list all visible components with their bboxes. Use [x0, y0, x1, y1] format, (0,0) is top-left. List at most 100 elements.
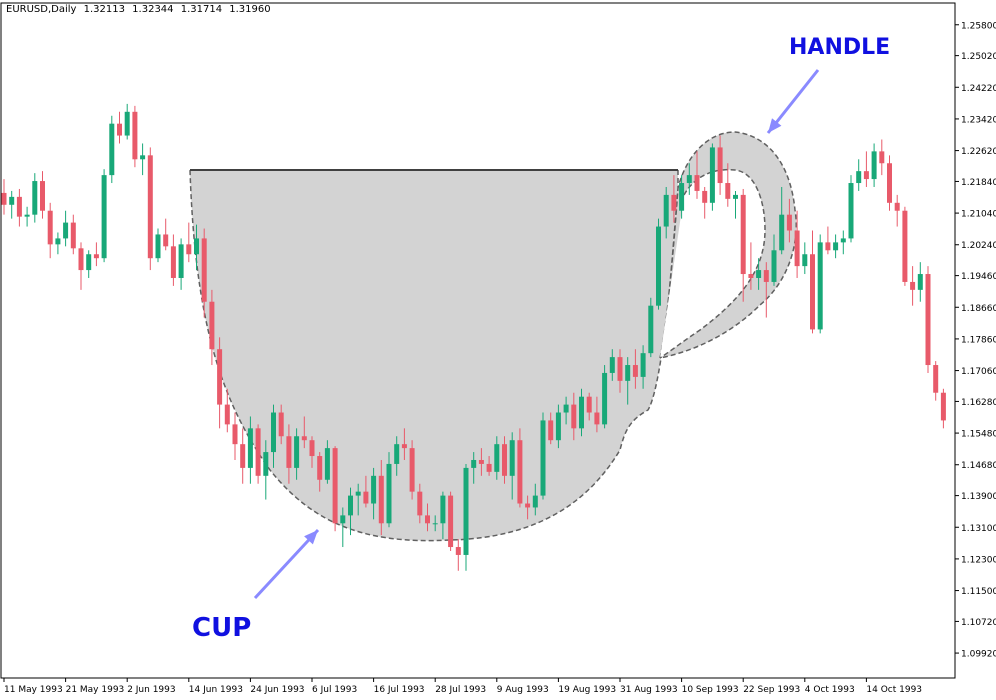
candle	[294, 428, 300, 480]
candle	[771, 234, 777, 286]
candle	[471, 452, 477, 484]
candle	[478, 448, 484, 476]
candle-body	[686, 175, 692, 184]
y-tick-label: 1.15480	[961, 430, 996, 440]
candle-body	[448, 495, 454, 548]
candle-body	[301, 436, 307, 441]
candle-body	[625, 365, 631, 381]
candle-body	[478, 459, 484, 464]
candle-body	[16, 196, 22, 217]
candle-body	[840, 238, 846, 243]
candle	[486, 456, 492, 476]
candle-body	[525, 503, 531, 508]
candle-body	[817, 242, 823, 330]
candle-body	[632, 365, 638, 377]
candle	[432, 515, 438, 532]
candle	[217, 337, 223, 429]
candle-body	[763, 270, 769, 282]
y-tick-label: 1.14680	[961, 461, 996, 471]
x-tick-label: 10 Sep 1993	[682, 685, 739, 695]
candle	[363, 475, 369, 508]
candle	[917, 262, 923, 302]
candle	[455, 539, 461, 571]
candle	[494, 436, 500, 480]
x-tick-label: 24 Jun 1993	[250, 685, 304, 695]
y-tick-label: 1.09920	[961, 650, 996, 660]
candle	[525, 495, 531, 520]
candle-body	[40, 181, 45, 211]
candle	[517, 428, 523, 508]
candle-body	[702, 190, 708, 203]
plot-frame	[0, 2, 956, 679]
candle-body	[271, 412, 276, 453]
candle	[594, 396, 600, 433]
candle-body	[555, 412, 561, 441]
candle-body	[386, 463, 392, 524]
candle	[786, 198, 792, 243]
candle	[232, 412, 238, 460]
candle	[640, 345, 646, 389]
candle	[378, 459, 384, 536]
candle-body	[910, 281, 916, 290]
candle-body	[571, 404, 577, 429]
candle	[910, 266, 916, 306]
candle-body	[740, 194, 746, 275]
x-tick-label: 14 Jun 1993	[189, 685, 243, 695]
candle-body	[848, 183, 854, 239]
candle-body	[63, 222, 69, 239]
candle-body	[217, 349, 223, 405]
candle	[679, 175, 685, 219]
y-tick-label: 1.20240	[961, 241, 996, 251]
candle	[686, 163, 692, 195]
candle-body	[240, 444, 246, 468]
candle	[32, 173, 38, 223]
candle	[55, 232, 61, 255]
candle	[902, 206, 908, 286]
candle-body	[586, 396, 592, 413]
candle-body	[132, 111, 138, 160]
candle	[856, 159, 862, 191]
candle	[16, 188, 22, 227]
candle	[725, 163, 731, 207]
candle-body	[440, 495, 446, 524]
candle-body	[70, 222, 76, 249]
x-tick-label: 9 Aug 1993	[497, 685, 549, 695]
candle-body	[224, 404, 230, 425]
x-tick-label: 22 Sep 1993	[743, 685, 800, 695]
candle-body	[186, 244, 192, 255]
candle-body	[455, 547, 461, 555]
candle	[124, 103, 130, 140]
candle-body	[663, 194, 669, 227]
candle	[571, 392, 577, 441]
candle	[625, 357, 631, 405]
candle-body	[825, 242, 831, 251]
candle	[694, 151, 700, 199]
candle-body	[363, 491, 369, 504]
candle	[887, 155, 892, 211]
candle	[717, 135, 723, 195]
candle-body	[856, 171, 862, 184]
candle-body	[24, 214, 30, 217]
cup-arrow	[253, 528, 320, 600]
candle	[401, 428, 407, 460]
candle-body	[401, 444, 407, 449]
x-tick-label: 6 Jul 1993	[312, 685, 357, 695]
candle	[93, 242, 99, 267]
candle	[47, 202, 53, 259]
candle	[109, 115, 115, 184]
candle-body	[232, 424, 238, 445]
candle	[309, 436, 315, 468]
x-tick-label: 16 Jul 1993	[374, 685, 425, 695]
candle-body	[78, 248, 84, 271]
x-tick-label: 11 May 1993	[4, 685, 63, 695]
candle-body	[86, 254, 92, 271]
y-tick-label: 1.10720	[961, 618, 996, 628]
candle	[348, 487, 353, 536]
cup-handle-overlay	[189, 131, 797, 542]
x-tick-label: 28 Jul 1993	[435, 685, 486, 695]
candle-body	[409, 448, 415, 492]
close-value: 1.31960	[229, 4, 271, 15]
candle-body	[463, 467, 469, 555]
